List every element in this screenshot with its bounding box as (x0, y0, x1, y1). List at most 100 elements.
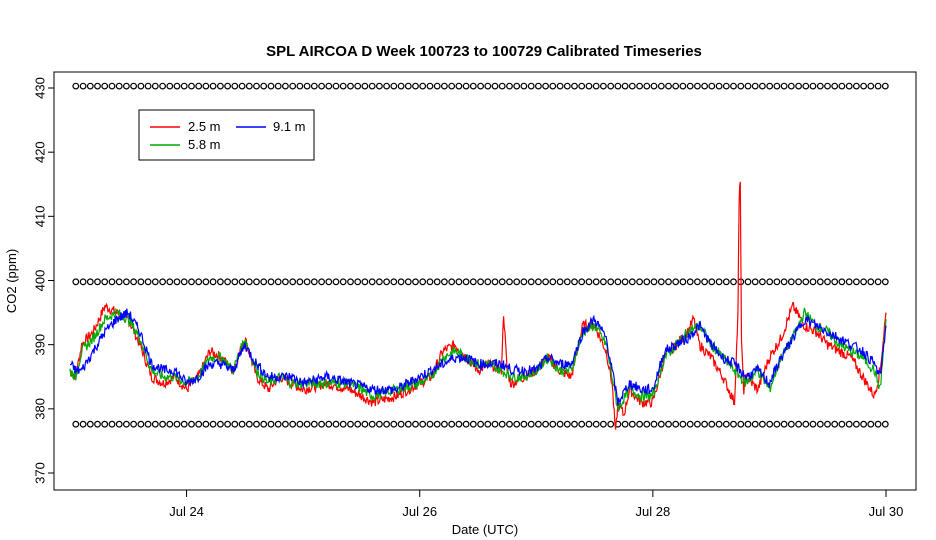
calibration-marker (744, 420, 752, 428)
calibration-marker (94, 420, 101, 428)
calibration-marker (773, 420, 781, 428)
calibration-marker (448, 278, 456, 286)
calibration-marker (253, 420, 260, 428)
calibration-marker (390, 82, 398, 90)
calibration-marker (766, 278, 774, 286)
calibration-marker (513, 278, 521, 286)
calibration-marker (824, 278, 831, 286)
calibration-marker (787, 420, 795, 428)
calibration-marker (831, 278, 839, 286)
calibration-marker (173, 278, 181, 286)
calibration-marker (209, 278, 217, 286)
calibration-marker (115, 278, 123, 286)
calibration-marker (433, 420, 441, 428)
y-tick-label: 400 (32, 270, 47, 292)
calibration-marker (347, 278, 354, 286)
calibration-marker (607, 420, 615, 428)
calibration-marker (571, 278, 578, 286)
calibration-marker (368, 278, 376, 286)
calibration-marker (535, 82, 542, 90)
calibration-marker (730, 420, 737, 428)
calibration-marker (310, 82, 318, 90)
calibration-marker (267, 82, 275, 90)
calibration-marker (332, 82, 340, 90)
calibration-marker (809, 278, 817, 286)
calibration-marker (361, 82, 369, 90)
calibration-marker (79, 278, 87, 286)
calibration-marker (585, 278, 593, 286)
legend-box (138, 109, 315, 161)
calibration-marker (578, 420, 586, 428)
calibration-marker (441, 82, 448, 90)
calibration-marker (773, 82, 781, 90)
calibration-marker (628, 278, 636, 286)
calibration-marker (780, 278, 788, 286)
calibration-marker (650, 278, 658, 286)
calibration-marker (245, 278, 253, 286)
calibration-marker (209, 82, 217, 90)
calibration-marker (390, 420, 398, 428)
series-line-2-5-m (69, 181, 887, 430)
calibration-marker (238, 420, 246, 428)
calibration-marker (166, 420, 174, 428)
calibration-marker (643, 82, 651, 90)
calibration-marker (694, 420, 701, 428)
calibration-marker (318, 420, 326, 428)
calibration-marker (245, 82, 253, 90)
calibration-marker (701, 278, 708, 286)
x-tick-label: Jul 30 (869, 504, 904, 519)
calibration-marker (426, 278, 434, 286)
calibration-marker (462, 278, 470, 286)
calibration-marker (621, 82, 629, 90)
calibration-marker (238, 278, 246, 286)
calibration-marker (130, 278, 138, 286)
calibration-marker (751, 278, 759, 286)
calibration-marker (787, 278, 795, 286)
calibration-marker (506, 278, 513, 286)
calibration-marker (874, 278, 882, 286)
calibration-marker (795, 82, 802, 90)
calibration-marker (527, 420, 535, 428)
x-axis: Jul 24 Jul 26 Jul 28 Jul 30 (169, 490, 903, 519)
calibration-marker (679, 420, 687, 428)
calibration-marker (332, 420, 340, 428)
calibration-marker (766, 420, 774, 428)
calibration-marker (881, 278, 889, 286)
calibration-marker (404, 82, 412, 90)
calibration-marker (484, 278, 492, 286)
calibration-marker (506, 82, 513, 90)
calibration-marker (376, 82, 383, 90)
calibration-marker (79, 82, 87, 90)
calibration-marker (159, 82, 167, 90)
calibration-marker (636, 420, 643, 428)
calibration-marker (144, 420, 152, 428)
calibration-marker (874, 82, 882, 90)
calibration-marker (650, 420, 658, 428)
calibration-marker (159, 420, 167, 428)
calibration-marker (549, 278, 557, 286)
calibration-marker (477, 420, 485, 428)
calibration-marker (209, 420, 217, 428)
calibration-marker (296, 420, 304, 428)
calibration-marker (115, 82, 123, 90)
calibration-marker (701, 420, 708, 428)
calibration-marker (802, 278, 810, 286)
y-tick-label: 410 (32, 205, 47, 227)
calibration-marker (195, 420, 203, 428)
calibration-marker (491, 82, 499, 90)
calibration-marker (585, 420, 593, 428)
calibration-marker (845, 420, 853, 428)
calibration-marker (94, 82, 101, 90)
calibration-marker (72, 420, 80, 428)
calibration-marker (260, 420, 268, 428)
calibration-marker (578, 82, 586, 90)
calibration-marker (318, 82, 326, 90)
calibration-marker (383, 278, 391, 286)
calibration-marker (751, 82, 759, 90)
calibration-marker (195, 278, 203, 286)
y-tick-label: 380 (32, 398, 47, 420)
calibration-marker (621, 278, 629, 286)
x-axis-label: Date (UTC) (452, 522, 518, 537)
calibration-marker (231, 420, 239, 428)
calibration-marker (563, 82, 571, 90)
